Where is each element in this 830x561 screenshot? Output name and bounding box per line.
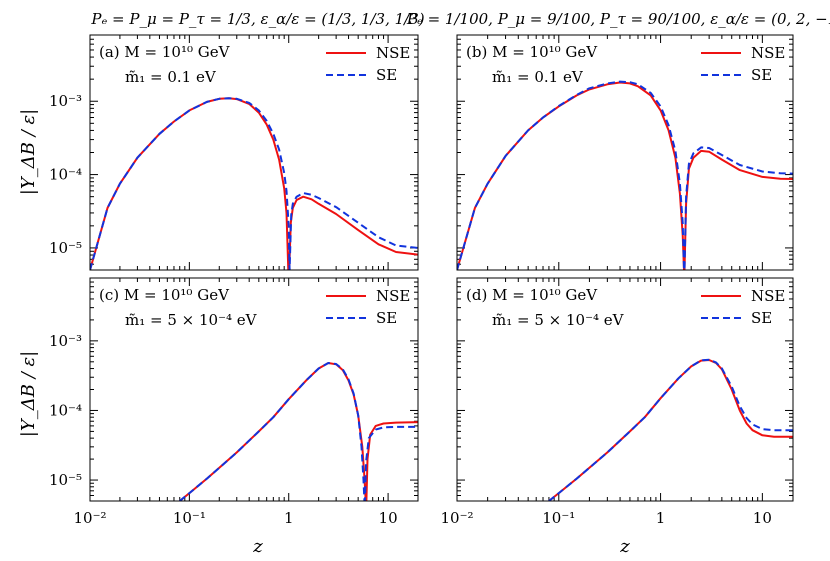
- panel-annotation-mass: m̃₁ = 5 × 10⁻⁴ eV: [125, 311, 258, 329]
- x-tick-label: 10: [753, 509, 772, 527]
- legend-label-se: SE: [376, 309, 397, 327]
- legend: NSE SE: [326, 44, 410, 84]
- series-line-nse: [90, 97, 418, 270]
- y-tick-label: 10⁻⁵: [49, 471, 82, 489]
- curves: [90, 97, 418, 270]
- legend: NSE SE: [326, 287, 410, 327]
- plot-frame: [89, 34, 419, 271]
- plot-frame: [456, 34, 794, 271]
- panel-annotation-mass: m̃₁ = 5 × 10⁻⁴ eV: [492, 311, 625, 329]
- y-tick-label: 10⁻³: [49, 92, 82, 110]
- x-tick-label: 10: [379, 509, 398, 527]
- col-title-right-text: Pₑ = 1/100, P_μ = 9/100, P_τ = 90/100, ε…: [406, 10, 830, 28]
- axis-ticks: [89, 277, 419, 501]
- series-line-nse: [457, 81, 793, 270]
- legend-label-se: SE: [751, 309, 772, 327]
- series-line-se: [548, 358, 793, 501]
- legend-label-nse: NSE: [751, 44, 785, 62]
- col-title-left: Pₑ = P_μ = P_τ = 1/3, ε_α/ε = (1/3, 1/3,…: [90, 10, 424, 28]
- x-axis-label-left: z: [252, 536, 263, 557]
- legend-label-nse: NSE: [751, 287, 785, 305]
- x-tick-label: 1: [284, 509, 294, 527]
- x-axis-label-right: z: [619, 536, 630, 557]
- x-tick-label: 10⁻²: [440, 509, 473, 527]
- x-tick-label: 10⁻²: [73, 509, 106, 527]
- col-title-left-text: Pₑ = P_μ = P_τ = 1/3, ε_α/ε = (1/3, 1/3,…: [90, 10, 424, 28]
- panel-annotation: (a) M = 10¹⁰ GeV: [99, 43, 231, 61]
- curves: [457, 80, 793, 270]
- series-line-se: [179, 362, 418, 501]
- legend: NSE SE: [701, 287, 785, 327]
- panel-annotation: (b) M = 10¹⁰ GeV: [466, 43, 598, 61]
- legend-label-se: SE: [376, 66, 397, 84]
- legend-label-nse: NSE: [376, 287, 410, 305]
- plot-frame: [89, 277, 419, 502]
- y-tick-label: 10⁻⁵: [49, 239, 82, 257]
- panel-annotation: (c) M = 10¹⁰ GeV: [99, 286, 230, 304]
- y-tick-label: 10⁻⁴: [49, 166, 82, 184]
- panel-annotation-mass: m̃₁ = 0.1 eV: [492, 68, 584, 86]
- series-line-nse: [179, 362, 418, 501]
- x-tick-label: 10⁻¹: [542, 509, 575, 527]
- legend-label-nse: NSE: [376, 44, 410, 62]
- series-line-nse: [548, 359, 793, 501]
- legend: NSE SE: [701, 44, 785, 84]
- series-line-se: [90, 97, 418, 270]
- y-axis-label-bottom: |Y_ΔB / ε|: [18, 351, 39, 437]
- legend-label-se: SE: [751, 66, 772, 84]
- curves: [548, 358, 793, 501]
- series-line-se: [457, 80, 793, 270]
- x-tick-label: 1: [656, 509, 666, 527]
- x-tick-label: 10⁻¹: [173, 509, 206, 527]
- y-tick-label: 10⁻³: [49, 332, 82, 350]
- panel-c: 10⁻² 10⁻¹ 1 10 10⁻⁵ 10⁻⁴ 10⁻³ (c) M = 10¹⁰ GeV m…: [49, 277, 419, 527]
- axis-ticks: [89, 34, 419, 270]
- y-axis-label-top: |Y_ΔB / ε|: [18, 109, 39, 195]
- col-title-right: Pₑ = 1/100, P_μ = 9/100, P_τ = 90/100, ε…: [406, 10, 830, 28]
- plot-frame: [456, 277, 794, 502]
- panel-annotation: (d) M = 10¹⁰ GeV: [466, 286, 598, 304]
- panel-a: 10⁻⁵ 10⁻⁴ 10⁻³ (a) M = 10¹⁰ GeV m̃₁ = 0.1 eV…: [49, 34, 419, 271]
- curves: [179, 362, 418, 501]
- panel-annotation-mass: m̃₁ = 0.1 eV: [125, 68, 217, 86]
- y-tick-label: 10⁻⁴: [49, 401, 82, 419]
- panel-b: (b) M = 10¹⁰ GeV m̃₁ = 0.1 eV NSE SE: [456, 34, 794, 271]
- panel-d: 10⁻² 10⁻¹ 1 10 (d) M = 10¹⁰ GeV m̃₁ = 5 × 10⁻…: [440, 277, 794, 527]
